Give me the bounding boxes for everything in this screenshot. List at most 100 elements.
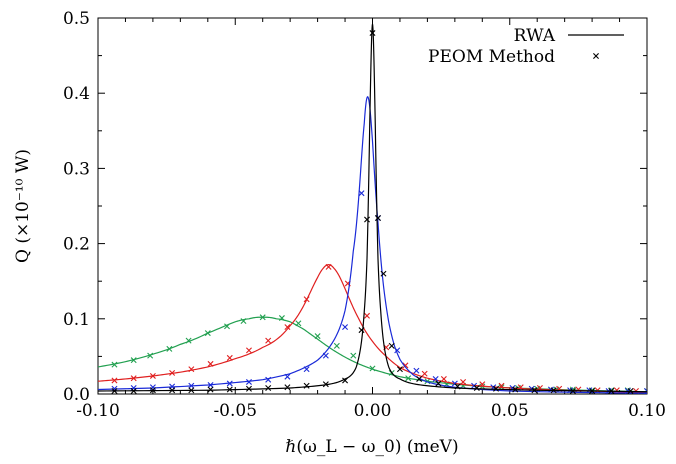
peom-marker-stroke — [325, 263, 332, 270]
peom-marker — [369, 365, 376, 372]
series-group — [98, 23, 647, 394]
legend-marker-peom — [593, 53, 599, 59]
peom-marker-stroke — [454, 383, 461, 390]
peom-marker-stroke — [149, 372, 156, 379]
peom-marker — [512, 386, 519, 393]
peom-marker — [224, 323, 231, 330]
peom-marker-stroke — [169, 369, 176, 376]
peom-marker-stroke — [569, 388, 576, 394]
peom-marker — [396, 366, 403, 373]
y-axis-label: Q (×10⁻¹⁰ W) — [13, 149, 33, 263]
peom-marker-stroke — [245, 378, 252, 385]
peom-marker-stroke — [111, 377, 118, 384]
peom-marker-stroke — [424, 378, 431, 385]
peom-marker — [608, 388, 615, 394]
peom-marker — [245, 347, 252, 354]
peom-marker-stroke — [380, 270, 387, 277]
peom-marker-stroke — [460, 378, 467, 385]
peom-marker — [322, 381, 329, 388]
peom-marker — [413, 367, 420, 374]
x-tick-label: 0.00 — [354, 401, 392, 421]
peom-marker — [149, 387, 156, 394]
peom-marker-stroke — [594, 387, 601, 394]
peom-marker-stroke — [416, 375, 423, 382]
axis-ticks: -0.10 -0.05 0.00 0.05 0.10 0.0 0.1 0.2 0.3 0.4 0.5 — [63, 9, 666, 421]
peom-marker-stroke — [322, 381, 329, 388]
peom-marker — [517, 384, 524, 391]
peom-marker-stroke — [512, 386, 519, 393]
peom-marker-stroke — [451, 380, 458, 387]
peom-marker — [204, 330, 211, 337]
peom-marker-stroke — [432, 375, 439, 382]
peom-marker-stroke — [169, 387, 176, 394]
peom-marker-stroke — [396, 366, 403, 373]
series-group — [98, 263, 647, 394]
peom-marker — [303, 296, 310, 303]
legend: RWA PEOM Method — [428, 26, 624, 67]
peom-marker — [569, 388, 576, 394]
peom-marker-stroke — [240, 318, 247, 325]
peom-marker-stroke — [188, 382, 195, 389]
peom-marker — [188, 366, 195, 373]
peom-marker — [364, 216, 370, 223]
peom-marker-stroke — [303, 366, 310, 373]
peom-marker — [278, 315, 285, 322]
peom-marker — [333, 342, 340, 349]
peom-marker-stroke — [149, 387, 156, 394]
peom-marker-stroke — [479, 381, 486, 388]
peom-marker — [130, 357, 137, 364]
peom-marker — [375, 215, 381, 222]
peom-marker — [295, 320, 302, 327]
peom-marker-stroke — [188, 387, 195, 394]
peom-marker — [358, 327, 365, 334]
peom-marker — [188, 387, 195, 394]
legend-label-peom: PEOM Method — [428, 47, 555, 67]
peom-marker — [473, 384, 480, 391]
peom-marker-stroke — [188, 366, 195, 373]
peom-marker — [207, 360, 214, 367]
plot-area — [97, 17, 648, 395]
peom-marker-stroke — [435, 380, 442, 387]
legend-label-rwa: RWA — [514, 26, 556, 46]
rwa-line — [98, 96, 647, 394]
peom-marker — [421, 370, 428, 377]
peom-marker — [380, 270, 387, 277]
peom-marker-stroke — [130, 357, 137, 364]
peom-marker-stroke — [303, 382, 310, 389]
peom-marker-stroke — [350, 352, 357, 359]
peom-marker — [166, 345, 173, 352]
peom-marker — [460, 378, 467, 385]
peom-marker — [284, 324, 291, 331]
peom-marker-stroke — [517, 384, 524, 391]
peom-marker — [169, 387, 176, 394]
peom-marker — [149, 372, 156, 379]
x-tick-label: 0.10 — [628, 401, 666, 421]
peom-marker-stroke — [303, 296, 310, 303]
peom-marker — [259, 314, 266, 321]
peom-marker — [550, 387, 557, 394]
peom-marker — [388, 342, 395, 349]
peom-marker — [405, 375, 412, 382]
y-tick-label: 0.4 — [63, 84, 90, 104]
plot-frame — [97, 17, 648, 395]
peom-marker-stroke — [586, 387, 593, 394]
peom-marker-stroke — [413, 367, 420, 374]
peom-marker-stroke — [342, 377, 349, 384]
peom-marker-stroke — [589, 388, 596, 394]
peom-marker — [342, 377, 349, 384]
peom-marker — [435, 380, 442, 387]
x-tick-label: 0.05 — [491, 401, 529, 421]
peom-marker — [240, 318, 247, 325]
peom-marker — [369, 30, 376, 37]
peom-marker — [364, 312, 370, 319]
peom-marker — [265, 384, 272, 391]
peom-marker-stroke — [375, 215, 381, 222]
peom-marker — [111, 388, 118, 394]
peom-marker-stroke — [147, 352, 154, 359]
series-group — [98, 314, 647, 394]
peom-marker-stroke — [394, 347, 401, 354]
peom-marker — [245, 378, 252, 385]
peom-marker — [111, 361, 118, 368]
peom-marker — [226, 380, 233, 387]
